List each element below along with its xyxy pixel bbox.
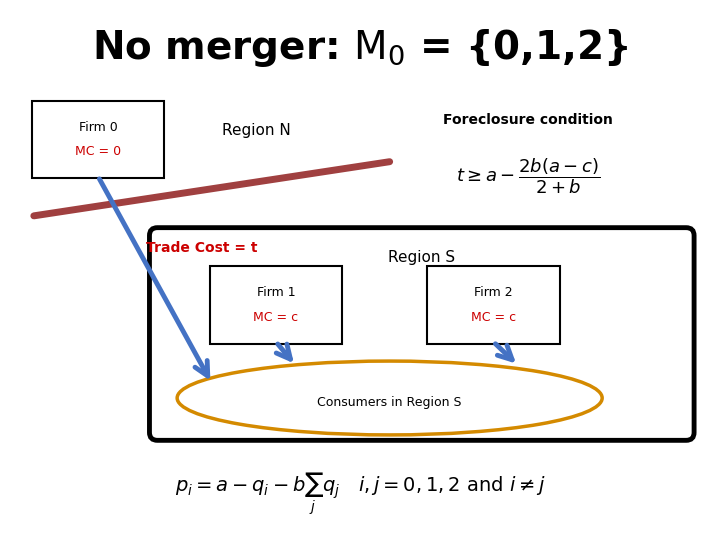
Text: MC = 0: MC = 0 [75,145,121,158]
Text: $p_i = a - q_i - b\sum_j q_j \quad i, j = 0,1,2 \text{ and } i \neq j$: $p_i = a - q_i - b\sum_j q_j \quad i, j … [174,470,546,517]
Text: Region N: Region N [222,123,291,138]
Text: Consumers in Region S: Consumers in Region S [318,396,462,409]
FancyBboxPatch shape [210,266,342,344]
Text: MC = c: MC = c [471,310,516,324]
Text: Region S: Region S [388,249,455,265]
Text: Firm 2: Firm 2 [474,286,513,299]
Text: No merger: $\mathrm{M}_0$ = {0,1,2}: No merger: $\mathrm{M}_0$ = {0,1,2} [91,28,629,70]
FancyBboxPatch shape [32,100,164,178]
Text: Firm 1: Firm 1 [256,286,295,299]
Text: $t \geq a - \dfrac{2b(a-c)}{2+b}$: $t \geq a - \dfrac{2b(a-c)}{2+b}$ [456,157,600,196]
Text: Trade Cost = t: Trade Cost = t [146,241,258,255]
FancyBboxPatch shape [150,228,694,440]
FancyBboxPatch shape [427,266,559,344]
Text: MC = c: MC = c [253,310,299,324]
Ellipse shape [177,361,602,435]
Text: Foreclosure condition: Foreclosure condition [443,113,613,127]
Text: Firm 0: Firm 0 [78,121,117,134]
